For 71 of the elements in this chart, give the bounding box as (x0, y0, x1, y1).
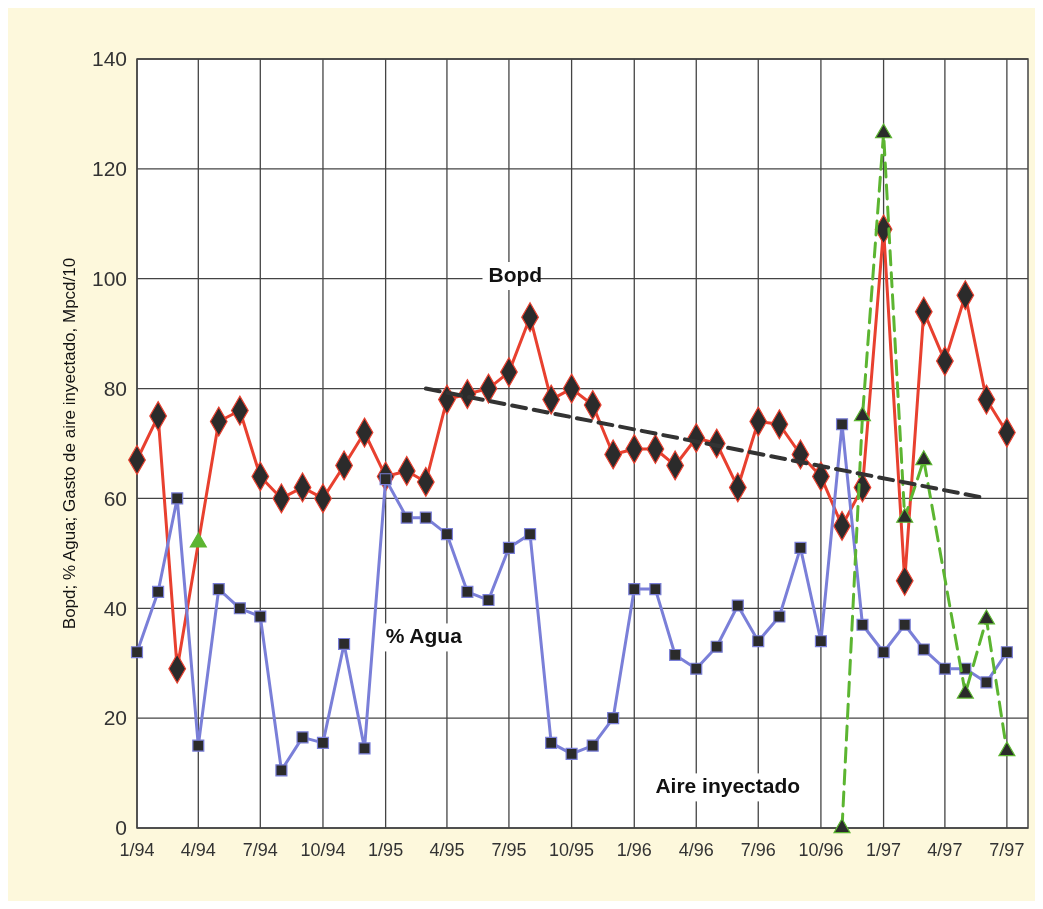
point (814, 635, 827, 648)
y-tick-label: 60 (103, 486, 127, 510)
series-label: % Agua (385, 624, 463, 648)
point (338, 637, 351, 651)
point (877, 646, 890, 659)
point (917, 643, 930, 656)
point (192, 739, 205, 752)
x-tick-label: 1/95 (368, 840, 404, 860)
point (586, 739, 599, 752)
point (773, 610, 786, 623)
x-tick-label: 4/96 (678, 840, 714, 860)
point (898, 618, 911, 631)
point (998, 741, 1016, 757)
y-axis-title: Bopd; % Agua; Gasto de aire inyectado, Mpcd/10 (60, 257, 79, 630)
x-tick-label: 10/95 (549, 840, 595, 860)
x-tick-label: 1/94 (119, 840, 155, 860)
point (545, 736, 558, 749)
x-tick-label: 10/94 (300, 840, 346, 860)
y-tick-label: 0 (115, 816, 127, 840)
y-tick-label: 100 (91, 267, 127, 291)
point (254, 610, 267, 623)
x-tick-label: 10/96 (798, 840, 844, 860)
point (358, 742, 371, 755)
point (152, 585, 165, 598)
point (690, 662, 703, 675)
y-tick-label: 20 (103, 706, 127, 730)
point (710, 640, 723, 653)
point (565, 747, 578, 760)
point (628, 582, 641, 596)
point (752, 635, 765, 648)
point (649, 582, 662, 596)
y-tick-label: 80 (103, 376, 127, 400)
y-tick-label: 120 (91, 157, 127, 181)
series-label: Bopd (488, 263, 543, 287)
y-tick-label: 40 (103, 596, 127, 620)
text: Aire inyectado (655, 774, 801, 798)
x-tick-label: 7/96 (740, 840, 776, 860)
point (400, 511, 413, 524)
x-tick-label: 1/96 (616, 840, 652, 860)
point (856, 618, 869, 631)
x-tick-label: 7/95 (491, 840, 527, 860)
point (130, 646, 144, 659)
x-tick-label: 4/97 (927, 840, 963, 860)
point (233, 602, 246, 615)
x-tick-label: 7/94 (242, 840, 278, 860)
point (835, 418, 849, 431)
point (419, 511, 432, 524)
x-tick-label: 4/94 (180, 840, 216, 860)
point (482, 593, 495, 607)
point (938, 662, 951, 675)
point (296, 731, 309, 744)
point (607, 712, 620, 725)
point (980, 676, 993, 689)
point (731, 599, 744, 612)
point (212, 582, 225, 596)
point (275, 764, 288, 777)
point (440, 528, 454, 541)
point (502, 541, 516, 554)
point (461, 585, 474, 598)
point (171, 492, 184, 505)
x-tick-label: 1/97 (866, 840, 902, 860)
point (669, 648, 682, 662)
point (523, 528, 537, 541)
x-tick-label: 7/97 (989, 840, 1025, 860)
point (316, 736, 330, 749)
point (1000, 646, 1013, 659)
point (794, 541, 807, 554)
point (833, 818, 851, 834)
x-tick-label: 4/95 (429, 840, 465, 860)
point (915, 450, 933, 466)
y-tick-label: 140 (91, 47, 127, 71)
